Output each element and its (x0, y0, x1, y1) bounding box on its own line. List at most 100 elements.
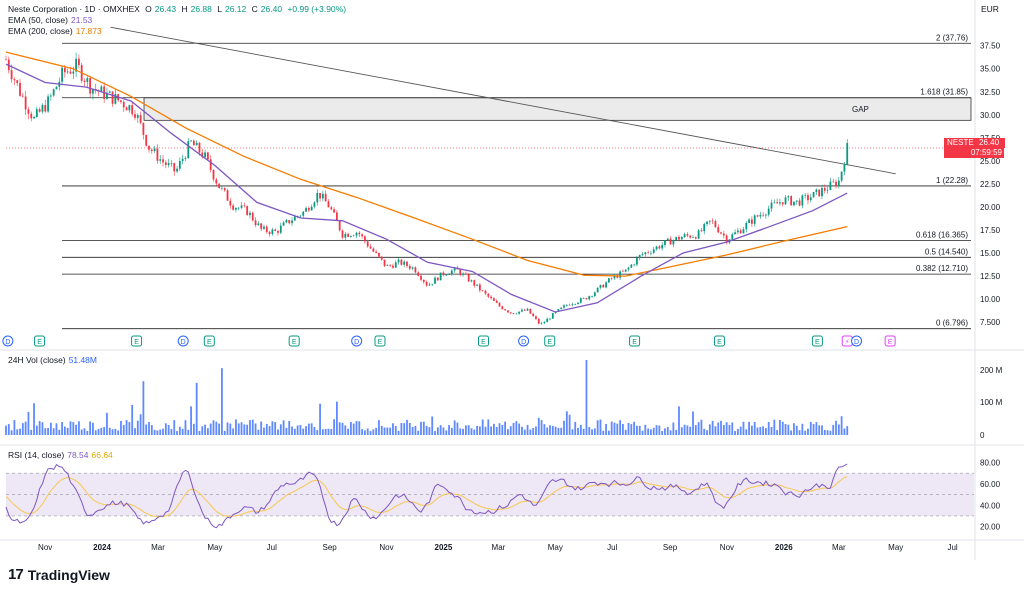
x-tick-label: Jul (607, 543, 617, 552)
volume-bar (350, 422, 352, 435)
volume-bar (501, 424, 504, 435)
volume-bar (708, 424, 711, 435)
volume-bar (470, 428, 473, 435)
volume-bar (229, 423, 232, 435)
price-candle (254, 220, 257, 226)
volume-legend[interactable]: 24H Vol (close) 51.48M (8, 355, 100, 366)
volume-pane[interactable] (5, 360, 849, 435)
volume-bar (459, 428, 462, 435)
price-candle (361, 234, 364, 237)
volume-bar (136, 420, 139, 435)
volume-bar (762, 426, 765, 435)
close-label: C (251, 4, 258, 14)
volume-bar (512, 422, 515, 435)
x-tick-label: 2025 (435, 543, 453, 552)
volume-bar (265, 423, 268, 435)
x-tick-label: Jul (947, 543, 957, 552)
event-marker-label: E (134, 339, 139, 346)
volume-bar (837, 424, 840, 435)
volume-bar (55, 423, 58, 435)
price-candle (501, 306, 504, 310)
volume-bar (66, 427, 69, 435)
price-candle (425, 281, 428, 286)
volume-bar (750, 425, 753, 435)
price-candle (92, 89, 94, 94)
price-candle (389, 265, 392, 266)
price-candle (378, 252, 380, 257)
event-marker-label: E (888, 339, 893, 346)
volume-bar (313, 427, 316, 435)
currency-label[interactable]: EUR (981, 4, 999, 14)
price-candle (574, 303, 577, 305)
volume-bar (257, 429, 260, 435)
volume-bar (310, 423, 313, 435)
rsi-pane[interactable] (5, 463, 974, 529)
price-candle (33, 116, 35, 119)
ema200-legend[interactable]: EMA (200, close) 17.873 (8, 26, 105, 37)
fib-level-label: 0 (6.796) (936, 319, 968, 328)
volume-bar (131, 404, 134, 435)
volume-bar (812, 424, 815, 435)
price-candle (44, 105, 47, 112)
volume-bar (302, 428, 305, 435)
price-candle (644, 252, 647, 255)
price-candle (420, 275, 422, 280)
ema50-legend[interactable]: EMA (50, close) 21.53 (8, 15, 95, 26)
price-candle (198, 142, 201, 153)
volume-bar (568, 414, 571, 435)
volume-bar (282, 420, 285, 435)
price-candle (487, 293, 490, 297)
ema50-line (5, 63, 848, 313)
volume-bar (406, 419, 408, 435)
volume-bar (366, 428, 369, 435)
price-candle (585, 298, 588, 300)
price-tick-label: 35.00 (980, 65, 1001, 74)
event-markers[interactable]: D E E D E E D E E D E E E E ⚡ D E (2, 335, 896, 347)
volume-bar (448, 425, 450, 435)
volume-bar (706, 430, 708, 435)
price-candle (212, 169, 215, 180)
volume-bar (164, 423, 167, 435)
price-candle (392, 265, 394, 268)
volume-bar (680, 427, 683, 435)
trendline (110, 26, 896, 175)
price-candle (680, 237, 683, 240)
volume-bar (94, 430, 97, 435)
price-candle (602, 284, 605, 288)
tradingview-logo[interactable]: 17 TradingView (8, 566, 110, 583)
ema200-label: EMA (200, close) (8, 26, 73, 36)
price-candle (55, 86, 58, 90)
volume-bar (361, 429, 364, 435)
volume-bar (190, 406, 192, 435)
ema200-line (5, 51, 848, 277)
price-candle (801, 195, 804, 206)
price-candle (787, 196, 790, 198)
volume-bar (493, 423, 495, 435)
price-candle (641, 254, 644, 256)
x-tick-label: Mar (151, 543, 165, 552)
price-candle (599, 284, 602, 288)
price-candle (832, 181, 835, 183)
volume-bar (784, 423, 787, 435)
price-candle (291, 220, 293, 224)
price-candle (773, 202, 776, 203)
price-candle (350, 235, 352, 237)
volume-bar (142, 381, 145, 435)
volume-bar (622, 423, 624, 435)
price-candle (195, 142, 198, 146)
volume-bar (793, 423, 795, 435)
volume-bar (554, 426, 557, 435)
rsi-tick-label: 60.00 (980, 480, 1001, 489)
volume-bar (47, 428, 49, 435)
volume-bar (456, 422, 459, 435)
fib-level-label: 1 (22.28) (936, 176, 968, 185)
volume-bar (807, 428, 809, 435)
volume-bar (579, 424, 582, 435)
volume-bar (630, 424, 633, 435)
price-candle (251, 212, 254, 221)
rsi-legend[interactable]: RSI (14, close) 78.54 66.64 (8, 450, 116, 461)
price-pane[interactable] (5, 51, 849, 325)
event-marker-label: E (378, 339, 383, 346)
event-marker-label: E (547, 339, 552, 346)
